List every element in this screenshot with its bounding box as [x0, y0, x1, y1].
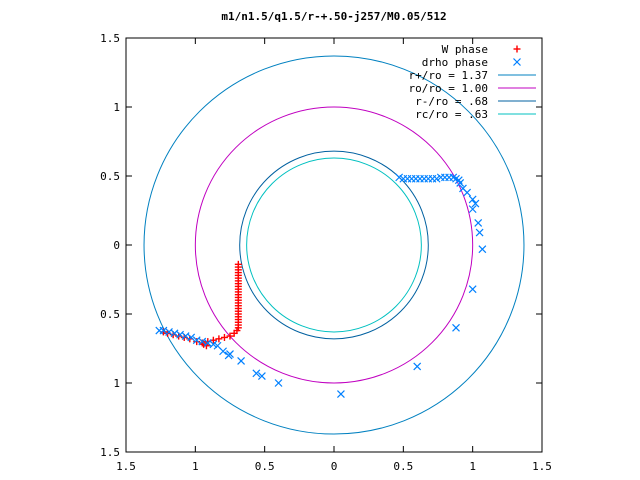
w-phase-point [230, 329, 238, 337]
x-tick-label: 0.5 [393, 460, 413, 473]
drho-phase-point [413, 362, 422, 371]
circle-r-ro-68 [239, 150, 429, 340]
drho-phase-point [463, 188, 472, 197]
drho-phase-point [452, 323, 460, 332]
reference-circles [143, 55, 525, 435]
circle-rc-ro-63 [246, 157, 422, 333]
w-phase-point [202, 342, 210, 350]
x-tick-label: 1.5 [116, 460, 136, 473]
drho-phase-point [237, 356, 246, 365]
drho-phase-point [337, 390, 345, 398]
data-points [155, 173, 487, 398]
x-tick-label: 0 [331, 460, 338, 473]
y-tick-label: 0.5 [100, 308, 120, 321]
w-phase-point [215, 335, 223, 343]
legend-sample-w-phase [513, 45, 521, 53]
legend-label-ro-ro-1-00: ro/ro = 1.00 [409, 82, 488, 95]
drho-phase-point [474, 218, 483, 227]
drho-phase-point [468, 205, 477, 214]
drho-phase-point [432, 174, 441, 183]
drho-phase-point [213, 341, 222, 350]
drho-phase-point [252, 369, 261, 378]
y-tick-label: 1 [113, 101, 120, 114]
y-tick-label: 1.5 [100, 446, 120, 459]
drho-phase-point [274, 379, 283, 387]
x-tick-label: 1 [469, 460, 476, 473]
drho-phase-point [192, 336, 201, 345]
y-tick-label: 0.5 [100, 170, 120, 183]
legend-label-rc-ro-63: rc/ro = .63 [415, 108, 488, 121]
legend-label-drho-phase: drho phase [422, 56, 488, 69]
w-phase-point [226, 332, 234, 340]
drho-phase-point [456, 178, 465, 187]
y-tick-label: 1.5 [100, 32, 120, 45]
y-tick-label: 0 [113, 239, 120, 252]
legend-label-r-ro-68: r-/ro = .68 [415, 95, 488, 108]
w-phase-point [220, 333, 228, 341]
drho-phase-point [224, 351, 233, 360]
circle-r-ro-1-37 [143, 55, 525, 435]
x-tick-label: 1 [192, 460, 199, 473]
x-tick-label: 0.5 [255, 460, 275, 473]
w-phase-point [193, 338, 201, 346]
drho-phase-point [468, 195, 477, 204]
chart-title: m1/n1.5/q1.5/r-+.50-j257/M0.05/512 [221, 10, 446, 23]
axis-ticks: 1.5 1 0.5 0 0.5 1 1.51.510.500.511.5 [100, 32, 552, 473]
legend-sample-drho-phase [513, 58, 521, 66]
drho-phase-point [478, 245, 487, 254]
x-tick-label: 1.5 [532, 460, 552, 473]
drho-phase-point [471, 199, 480, 208]
y-tick-label: 1 [113, 377, 120, 390]
legend-label-r-ro-1-37: r+/ro = 1.37 [409, 69, 488, 82]
drho-phase-point [395, 173, 404, 182]
circle-ro-ro-1-00 [194, 106, 474, 384]
drho-phase-point [475, 228, 484, 237]
drho-phase-point [155, 326, 164, 335]
drho-phase-point [257, 372, 266, 381]
drho-phase-point [468, 285, 477, 294]
legend-label-w-phase: W phase [442, 43, 488, 56]
